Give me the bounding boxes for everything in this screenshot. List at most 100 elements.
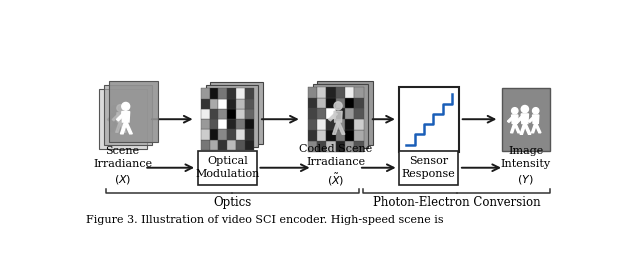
Bar: [326, 108, 336, 119]
Polygon shape: [516, 115, 524, 122]
Bar: [236, 99, 245, 109]
Circle shape: [511, 108, 518, 114]
Bar: [336, 141, 345, 151]
Bar: [218, 109, 227, 119]
Bar: [317, 108, 326, 119]
Text: Scene
Irradiance
$(X)$: Scene Irradiance $(X)$: [93, 146, 152, 186]
Polygon shape: [108, 114, 115, 121]
Circle shape: [334, 102, 342, 110]
Polygon shape: [116, 122, 122, 132]
Bar: [227, 119, 236, 129]
Bar: [355, 141, 364, 151]
Polygon shape: [334, 111, 342, 122]
Bar: [317, 98, 326, 108]
Bar: [502, 88, 550, 151]
Bar: [355, 98, 364, 108]
Polygon shape: [337, 122, 345, 134]
Bar: [245, 99, 253, 109]
Bar: [336, 119, 345, 130]
Bar: [308, 87, 317, 98]
Bar: [345, 119, 355, 130]
Bar: [210, 119, 218, 129]
FancyBboxPatch shape: [198, 151, 257, 185]
Bar: [345, 141, 355, 151]
Circle shape: [521, 106, 529, 113]
Bar: [326, 130, 336, 141]
Bar: [317, 81, 373, 145]
FancyBboxPatch shape: [399, 151, 458, 185]
Bar: [201, 109, 210, 119]
Polygon shape: [111, 122, 116, 132]
Bar: [308, 130, 317, 141]
Bar: [201, 140, 210, 150]
Bar: [236, 109, 245, 119]
Bar: [317, 87, 326, 98]
Bar: [312, 84, 368, 149]
Bar: [201, 99, 210, 109]
Text: Optical
Modulation: Optical Modulation: [195, 156, 259, 179]
Bar: [326, 98, 336, 108]
Polygon shape: [116, 113, 125, 121]
Text: Image
Intensity
$(Y)$: Image Intensity $(Y)$: [500, 146, 550, 186]
Text: Coded Scene
Irradiance
$(\tilde{X})$: Coded Scene Irradiance $(\tilde{X})$: [299, 144, 372, 188]
Bar: [245, 109, 253, 119]
Polygon shape: [333, 122, 339, 134]
Polygon shape: [514, 123, 520, 133]
Bar: [236, 119, 245, 129]
Bar: [218, 129, 227, 140]
Bar: [205, 85, 259, 147]
Bar: [355, 108, 364, 119]
Circle shape: [122, 102, 130, 110]
Text: Figure 3. Illustration of video SCI encoder. High-speed scene is: Figure 3. Illustration of video SCI enco…: [86, 215, 444, 226]
Polygon shape: [534, 123, 541, 133]
Polygon shape: [328, 113, 337, 121]
Bar: [317, 141, 326, 151]
Bar: [355, 130, 364, 141]
Bar: [345, 130, 355, 141]
Polygon shape: [111, 113, 118, 122]
Circle shape: [117, 105, 124, 112]
Polygon shape: [531, 123, 537, 133]
Bar: [210, 88, 218, 99]
Polygon shape: [122, 112, 130, 122]
Bar: [336, 87, 345, 98]
Bar: [308, 108, 317, 119]
Polygon shape: [521, 114, 529, 123]
Bar: [201, 129, 210, 140]
Bar: [218, 119, 227, 129]
Bar: [109, 81, 157, 141]
Bar: [210, 109, 218, 119]
Polygon shape: [114, 122, 120, 132]
Bar: [227, 140, 236, 150]
Bar: [201, 88, 210, 99]
Bar: [236, 129, 245, 140]
Bar: [236, 88, 245, 99]
Bar: [326, 87, 336, 98]
Polygon shape: [520, 123, 526, 134]
Bar: [308, 141, 317, 151]
Bar: [218, 140, 227, 150]
Polygon shape: [508, 116, 515, 122]
Bar: [345, 98, 355, 108]
Bar: [308, 119, 317, 130]
Polygon shape: [511, 123, 516, 133]
Bar: [326, 141, 336, 151]
Bar: [99, 89, 147, 149]
Bar: [227, 109, 236, 119]
Bar: [345, 87, 355, 98]
Polygon shape: [124, 122, 132, 134]
Bar: [210, 140, 218, 150]
Bar: [317, 130, 326, 141]
Bar: [336, 130, 345, 141]
Polygon shape: [120, 122, 127, 134]
Bar: [218, 99, 227, 109]
Bar: [218, 88, 227, 99]
Bar: [227, 88, 236, 99]
Bar: [236, 140, 245, 150]
Bar: [336, 98, 345, 108]
Bar: [317, 119, 326, 130]
Polygon shape: [524, 123, 531, 134]
Polygon shape: [532, 115, 539, 123]
Polygon shape: [112, 114, 120, 121]
FancyBboxPatch shape: [399, 87, 459, 151]
